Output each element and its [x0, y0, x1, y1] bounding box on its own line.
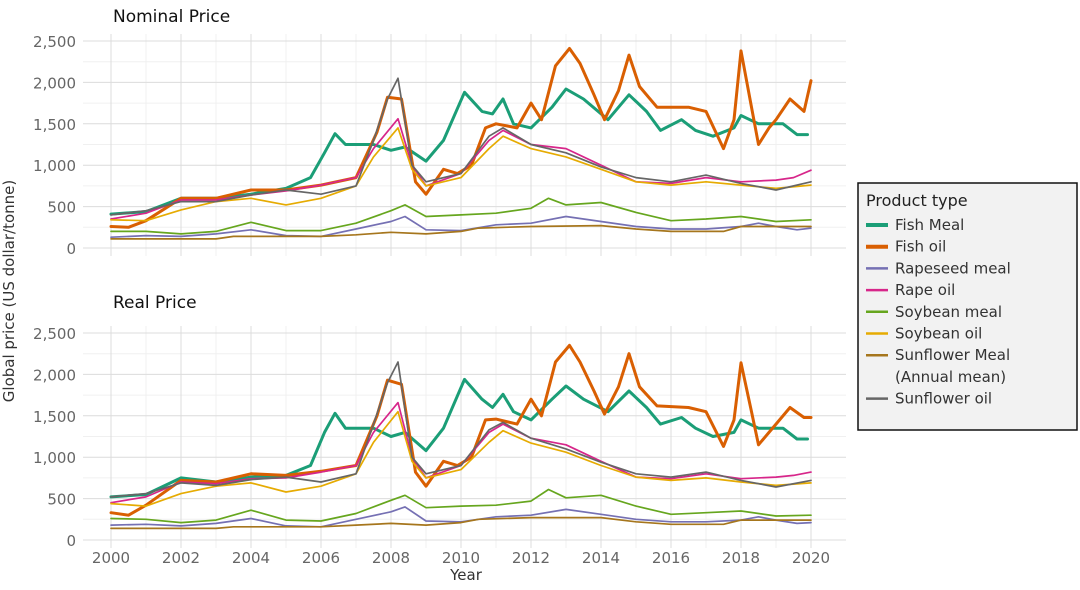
- y-tick-label: 1,500: [33, 116, 76, 134]
- panel-real: 0 500 1,000 1,500 2,000 2,500 Real Price: [33, 293, 846, 550]
- y-tick-label: 2,000: [33, 366, 76, 384]
- legend-label: Fish Meal: [895, 216, 964, 234]
- legend-label: Rapeseed meal: [895, 259, 1011, 277]
- legend-title: Product type: [866, 191, 968, 210]
- x-tick-label: 2006: [302, 549, 340, 567]
- x-tick-label: 2000: [92, 549, 130, 567]
- y-tick-label: 2,500: [33, 325, 76, 343]
- x-tick-label: 2014: [582, 549, 620, 567]
- y-tick-label: 0: [66, 240, 76, 258]
- x-tick-label: 2020: [792, 549, 830, 567]
- legend-label: Rape oil: [895, 281, 955, 299]
- y-tick-label: 1,500: [33, 408, 76, 426]
- legend-label: Sunflower oil: [895, 390, 992, 408]
- y-tick-label: 1,000: [33, 157, 76, 175]
- y-axis-label: Global price (US dollar/tonne): [0, 180, 18, 402]
- x-tick-label: 2016: [652, 549, 690, 567]
- y-tick-label: 2,500: [33, 33, 76, 51]
- series-line-sunflower-meal-annual-mean: [110, 516, 812, 530]
- y-tick-label: 500: [47, 199, 76, 217]
- series-line-soybean-meal: [110, 197, 812, 235]
- legend-box: [857, 182, 1078, 431]
- legend-label: Fish oil: [895, 238, 946, 256]
- series-line-soybean-meal: [110, 488, 812, 524]
- x-tick-label: 2018: [722, 549, 760, 567]
- series-line-soybean-oil: [110, 410, 812, 507]
- series-line-sunflower-oil: [110, 77, 812, 216]
- y-tick-label: 2,000: [33, 74, 76, 92]
- panel-title: Real Price: [113, 293, 197, 313]
- legend-label: Sunflower Meal: [895, 346, 1010, 364]
- series-line-sunflower-oil: [110, 361, 812, 498]
- legend: Product type Fish Meal Fish oil Rapeseed me…: [857, 182, 1078, 431]
- legend-label: Soybean meal: [895, 303, 1002, 321]
- x-tick-label: 2012: [512, 549, 550, 567]
- panel-nominal: 0 500 1,000 1,500 2,000 2,500 Nominal Price: [33, 7, 846, 258]
- y-tick-label: 0: [66, 532, 76, 550]
- x-tick-label: 2008: [372, 549, 410, 567]
- x-axis-label: Year: [449, 566, 483, 584]
- legend-label: Soybean oil: [895, 325, 982, 343]
- series-line-fish-meal: [109, 87, 809, 216]
- series-line-fish-meal: [109, 377, 809, 499]
- y-tick-label: 500: [47, 491, 76, 509]
- x-tick-label: 2002: [162, 549, 200, 567]
- panels-layer: 0 500 1,000 1,500 2,000 2,500 Nominal Price 0 50…: [33, 7, 846, 567]
- series-line-sunflower-meal-annual-mean: [110, 224, 812, 240]
- panel-title: Nominal Price: [113, 7, 230, 27]
- x-tick-label: 2010: [442, 549, 480, 567]
- series-line-soybean-oil: [110, 127, 812, 222]
- x-tick-label: 2004: [232, 549, 270, 567]
- y-tick-label: 1,000: [33, 449, 76, 467]
- legend-label: (Annual mean): [895, 368, 1006, 386]
